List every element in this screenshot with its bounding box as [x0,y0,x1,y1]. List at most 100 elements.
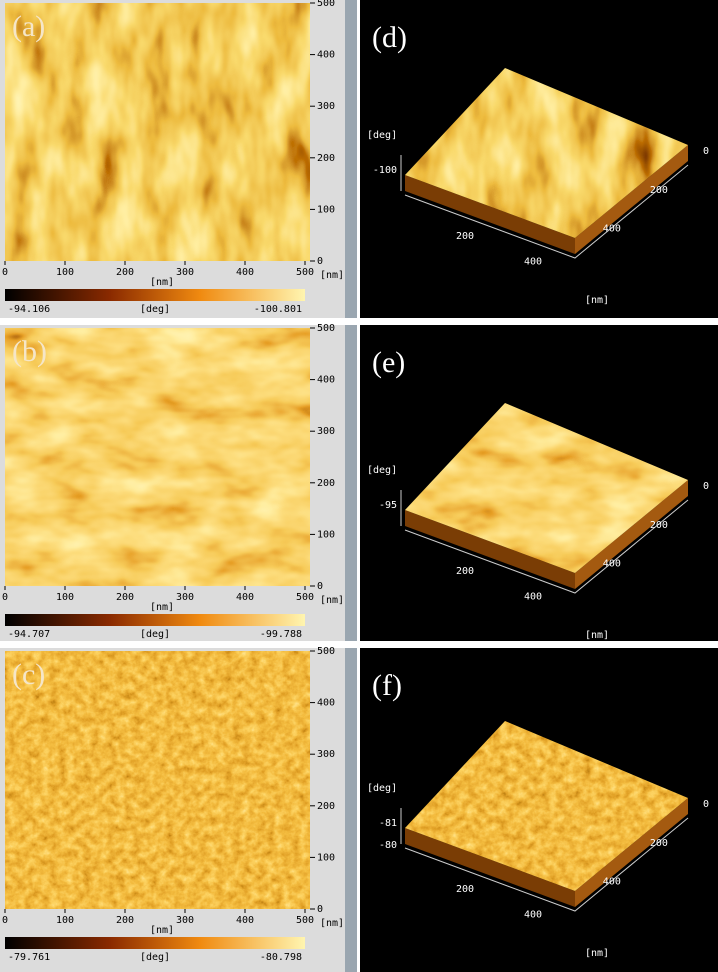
y-tick-label: 500 [317,646,335,657]
x-tick-label: 200 [116,592,134,603]
colorbar [5,289,305,301]
panel-label: (a) [12,10,45,43]
x-tick-label: 200 [456,884,474,895]
z-tick-label: -95 [379,500,397,511]
x-tick-label: 300 [176,267,194,278]
y-tick-label: 400 [603,877,621,888]
panel-label: (d) [372,21,407,54]
x-tick-label: 200 [456,231,474,242]
y-tick-label: 200 [650,185,668,196]
y-tick-label: 0 [317,581,323,592]
afm-image [5,651,310,909]
afm-image [5,328,310,586]
y-tick-label: 200 [317,153,335,164]
x-tick-label: 400 [524,909,542,920]
x-tick-label: 300 [176,592,194,603]
colorbar-min: -94.106 [8,304,50,315]
panel-label: (e) [372,346,405,379]
surface-side [575,145,688,254]
colorbar-min: -94.707 [8,629,50,640]
x-tick-label: 500 [296,915,314,926]
surface-side [405,828,575,907]
z-tick-label: -80 [379,840,397,851]
colorbar [5,614,305,626]
axis-unit: [nm] [150,925,174,936]
y-tick-label: 300 [317,426,335,437]
colorbar-max: -100.801 [254,304,302,315]
colorbar [5,937,305,949]
x-tick-label: 500 [296,592,314,603]
x-tick-label: 400 [236,267,254,278]
colorbar-unit: [deg] [140,304,170,315]
y-tick-label: 400 [317,50,335,61]
x-tick-label: 500 [296,267,314,278]
y-tick-label: 400 [603,224,621,235]
z-tick-label: -100 [373,165,397,176]
z-unit: [deg] [367,783,397,794]
x-tick-label: 100 [56,915,74,926]
panel-strip [345,648,357,972]
y-tick-label: 100 [317,204,335,215]
y-tick-label: 100 [317,852,335,863]
panel-strip [345,325,357,641]
axis-line [404,817,689,912]
y-tick-label: 500 [317,0,335,9]
y-tick-label: 400 [317,375,335,386]
x-tick-label: 100 [56,267,74,278]
panel-label: (b) [12,335,47,368]
y-tick-label: 200 [317,478,335,489]
surface-side [405,175,575,254]
y-tick-label: 300 [317,749,335,760]
x-tick-label: 400 [524,591,542,602]
x-tick-label: 0 [2,592,8,603]
x-tick-label: 200 [116,267,134,278]
colorbar-unit: [deg] [140,952,170,963]
axis-unit: [nm] [585,295,609,306]
y-tick-label: 200 [650,520,668,531]
colorbar-min: -79.761 [8,952,50,963]
y-tick-label: 0 [317,904,323,915]
axis-unit: [nm] [320,918,344,929]
z-unit: [deg] [367,465,397,476]
panel-strip [345,0,357,318]
x-tick-label: 200 [456,566,474,577]
x-tick-label: 0 [2,915,8,926]
x-tick-label: 200 [116,915,134,926]
x-tick-label: 400 [524,256,542,267]
y-tick-label: 0 [703,799,709,810]
axis-unit: [nm] [320,270,344,281]
z-tick-label: -81 [379,818,397,829]
afm-image [5,3,310,261]
y-tick-label: 0 [703,481,709,492]
axis-unit: [nm] [585,948,609,959]
surface-side [575,480,688,589]
surface-side [405,510,575,589]
z-unit: [deg] [367,130,397,141]
surface-side [575,798,688,907]
axis-unit: [nm] [150,602,174,613]
axis-unit: [nm] [150,277,174,288]
panel-label: (c) [12,658,45,691]
colorbar-unit: [deg] [140,629,170,640]
axis-unit: [nm] [320,595,344,606]
x-tick-label: 100 [56,592,74,603]
y-tick-label: 0 [317,256,323,267]
colorbar-max: -80.798 [260,952,302,963]
x-tick-label: 0 [2,267,8,278]
axis-unit: [nm] [585,630,609,641]
y-tick-label: 0 [703,146,709,157]
y-tick-label: 200 [650,838,668,849]
y-tick-label: 500 [317,323,335,334]
axis-line [404,164,689,259]
panel-label: (f) [372,669,402,702]
colorbar-max: -99.788 [260,629,302,640]
x-tick-label: 300 [176,915,194,926]
y-tick-label: 100 [317,529,335,540]
y-tick-label: 400 [317,698,335,709]
x-tick-label: 400 [236,592,254,603]
y-tick-label: 200 [317,801,335,812]
axis-line [404,499,689,594]
y-tick-label: 300 [317,101,335,112]
